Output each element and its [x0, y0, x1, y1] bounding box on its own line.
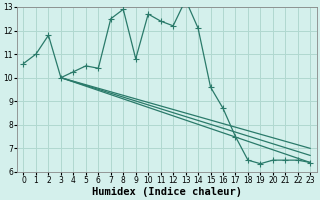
X-axis label: Humidex (Indice chaleur): Humidex (Indice chaleur): [92, 186, 242, 197]
